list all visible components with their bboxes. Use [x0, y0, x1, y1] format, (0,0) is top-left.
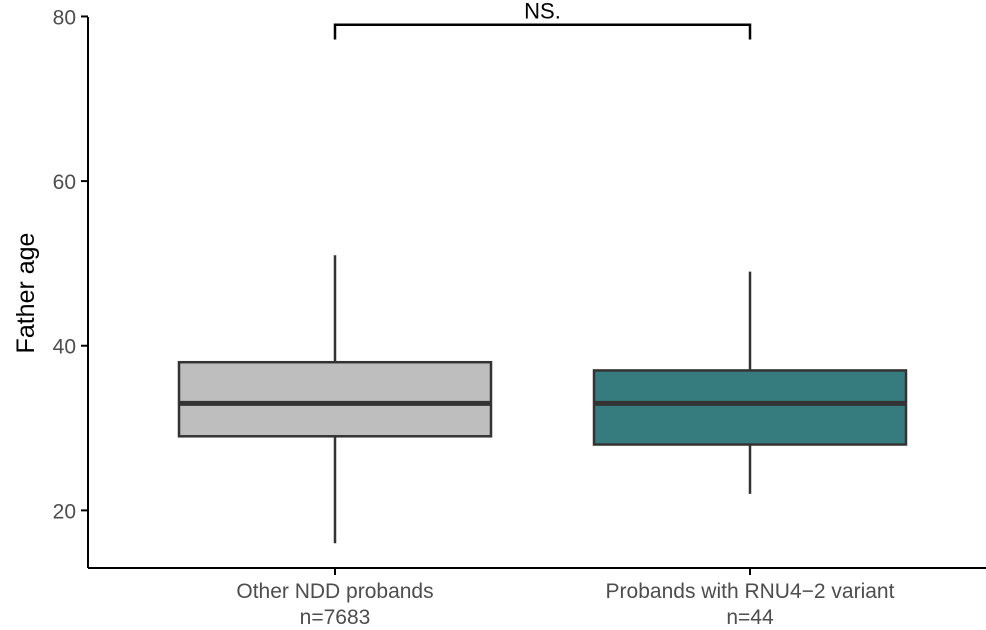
box-series: [177, 255, 908, 544]
box-2: [592, 271, 908, 494]
significance-label: NS.: [524, 0, 561, 24]
y-axis: 20 40 60 80: [53, 6, 89, 568]
box-iqr: [592, 369, 908, 446]
y-axis-title: Father age: [12, 233, 40, 354]
x-tick-label: Probands with RNU4−2 variant: [606, 580, 895, 603]
y-tick-label: 60: [53, 171, 76, 194]
y-tick-label: 40: [53, 336, 76, 359]
y-tick-label: 20: [53, 500, 76, 523]
x-tick-label: Other NDD probands: [236, 580, 433, 603]
x-tick-sublabel: n=44: [726, 606, 774, 629]
x-axis: Other NDD probands n=7683 Probands with RN…: [88, 567, 986, 629]
box-1: [177, 255, 493, 544]
y-tick-label: 80: [53, 6, 76, 29]
x-tick-sublabel: n=7683: [300, 606, 371, 629]
significance-bracket: NS.: [333, 0, 752, 40]
box-iqr: [177, 360, 493, 438]
bracket-line: [333, 23, 752, 40]
